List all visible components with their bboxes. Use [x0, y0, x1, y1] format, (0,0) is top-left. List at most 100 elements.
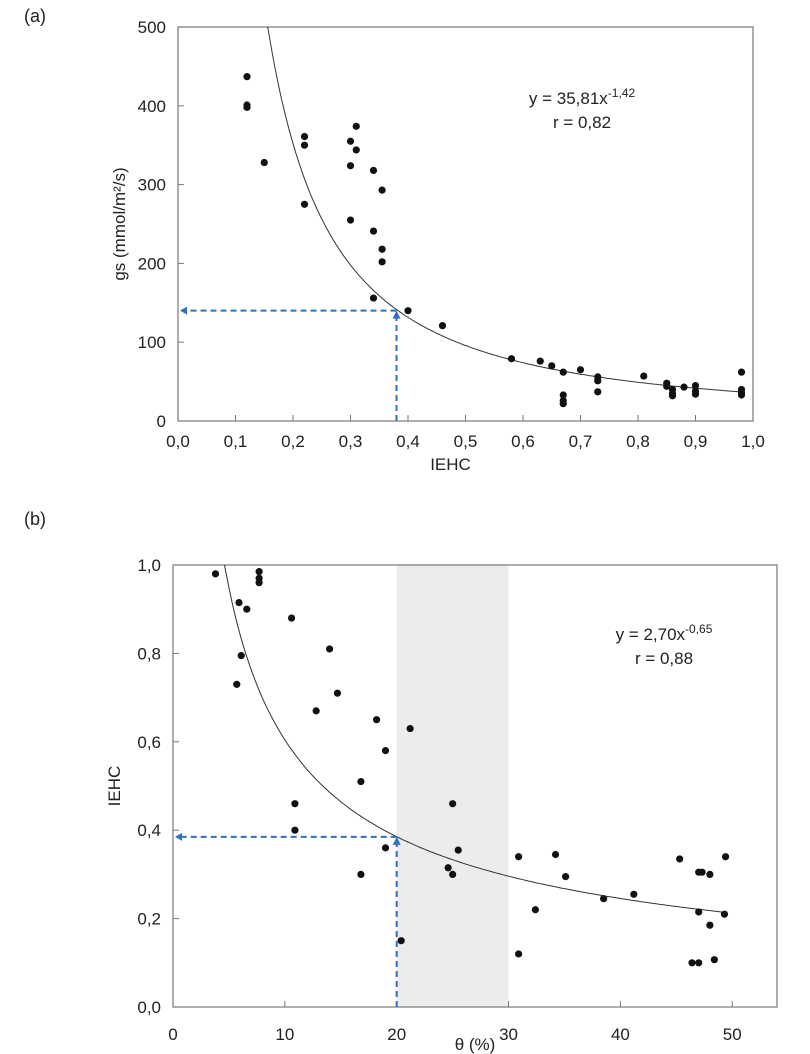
- x-axis-label: IEHC: [430, 455, 471, 474]
- correlation-label: r = 0,82: [553, 113, 611, 132]
- plot-frame: [177, 26, 754, 422]
- arrow-left-icon: [180, 306, 187, 315]
- data-point: [255, 568, 263, 576]
- fit-equation: y = 2,70x-0,65: [616, 622, 713, 644]
- data-point: [300, 200, 309, 208]
- data-point: [325, 645, 334, 653]
- equation-base: y = 35,81x: [529, 89, 608, 108]
- x-tick-label: 0,2: [281, 432, 305, 451]
- data-point: [559, 368, 567, 376]
- fit-curve: [224, 564, 727, 913]
- x-tick-label: 50: [723, 1025, 742, 1044]
- y-tick-label: 0,4: [137, 821, 161, 840]
- data-point: [507, 355, 516, 363]
- data-point: [531, 906, 540, 914]
- equation-base: y = 2,70x: [616, 625, 686, 644]
- data-point: [300, 141, 309, 149]
- data-point: [381, 844, 390, 852]
- data-point: [515, 950, 523, 958]
- plot-frame: [172, 564, 778, 1008]
- data-point: [369, 294, 378, 302]
- data-point: [515, 853, 523, 861]
- data-point: [688, 959, 696, 967]
- y-tick-label: 100: [138, 333, 166, 352]
- data-point: [594, 377, 602, 385]
- y-tick-label: 300: [138, 176, 166, 195]
- correlation-label: r = 0,88: [635, 649, 693, 668]
- data-point: [600, 895, 608, 903]
- data-point: [333, 689, 342, 697]
- shaded-band: [396, 565, 509, 1007]
- data-point: [449, 800, 457, 808]
- data-point: [548, 362, 556, 370]
- fit-curve: [267, 26, 742, 393]
- data-point: [454, 846, 462, 854]
- data-point: [698, 868, 706, 876]
- x-tick-label: 40: [611, 1025, 630, 1044]
- y-tick-label: 0,2: [137, 910, 161, 929]
- data-point: [444, 864, 452, 872]
- data-point: [695, 959, 703, 967]
- data-point: [346, 216, 355, 224]
- data-point: [233, 680, 241, 688]
- x-tick-label: 0,1: [224, 432, 248, 451]
- data-point: [378, 258, 386, 266]
- data-point: [369, 166, 378, 175]
- data-point: [559, 391, 567, 399]
- x-axis-label: θ (%): [455, 1035, 496, 1054]
- data-point: [721, 853, 730, 861]
- x-tick-label: 10: [275, 1025, 294, 1044]
- arrow-left-icon: [175, 832, 182, 841]
- data-point: [438, 322, 447, 330]
- x-tick-label: 0,7: [569, 432, 593, 451]
- equation-exponent: -0,65: [685, 622, 713, 636]
- data-point: [287, 614, 296, 622]
- x-tick-label: 0,5: [454, 432, 478, 451]
- data-point: [243, 73, 251, 81]
- data-point: [291, 800, 299, 808]
- data-point: [576, 366, 585, 374]
- data-point: [352, 146, 360, 154]
- x-tick-label: 0,9: [684, 432, 708, 451]
- panel-b: (b) 0 10 20 30 40 50 0,0 0,2 0,4 0,6 0,8 1,0 θ (%) IEH…: [24, 509, 778, 1054]
- data-point: [312, 707, 320, 715]
- arrow-up-icon: [392, 310, 401, 319]
- y-axis-label: gs (mmol/m²/s): [110, 167, 129, 280]
- data-point: [255, 579, 263, 587]
- data-point: [594, 388, 602, 396]
- data-point: [357, 870, 365, 879]
- data-point: [346, 162, 355, 170]
- data-point: [559, 400, 567, 408]
- data-point: [346, 137, 355, 145]
- data-point: [562, 873, 570, 881]
- data-point: [630, 890, 638, 898]
- data-point: [406, 724, 414, 733]
- data-point: [243, 605, 251, 613]
- data-point: [691, 381, 700, 390]
- data-point: [706, 921, 714, 929]
- panel-a: (a) 0,0 0,1 0,2 0,3 0,4 0,5 0,6 0,7 0,8 0,9 1,0 0 100…: [24, 6, 765, 474]
- data-point: [737, 391, 746, 399]
- data-point: [352, 122, 360, 130]
- x-tick-label: 0,3: [339, 432, 363, 451]
- x-tick-label: 30: [499, 1025, 518, 1044]
- data-point: [378, 186, 386, 194]
- y-tick-label: 1,0: [137, 556, 161, 575]
- data-point: [536, 357, 544, 365]
- data-point: [449, 870, 457, 879]
- y-tick-label: 0,8: [137, 644, 161, 663]
- data-point: [397, 937, 405, 945]
- data-point: [668, 392, 677, 400]
- arrow-up-icon: [392, 836, 401, 845]
- x-tick-label: 1,0: [741, 432, 765, 451]
- data-point: [640, 372, 648, 380]
- data-point: [369, 227, 378, 235]
- x-tick-label: 0,4: [396, 432, 420, 451]
- data-point: [372, 716, 381, 724]
- x-tick-label: 0,8: [626, 432, 650, 451]
- y-tick-label: 0: [157, 412, 166, 431]
- data-point: [357, 777, 365, 786]
- data-point: [237, 652, 245, 660]
- data-point: [381, 747, 390, 755]
